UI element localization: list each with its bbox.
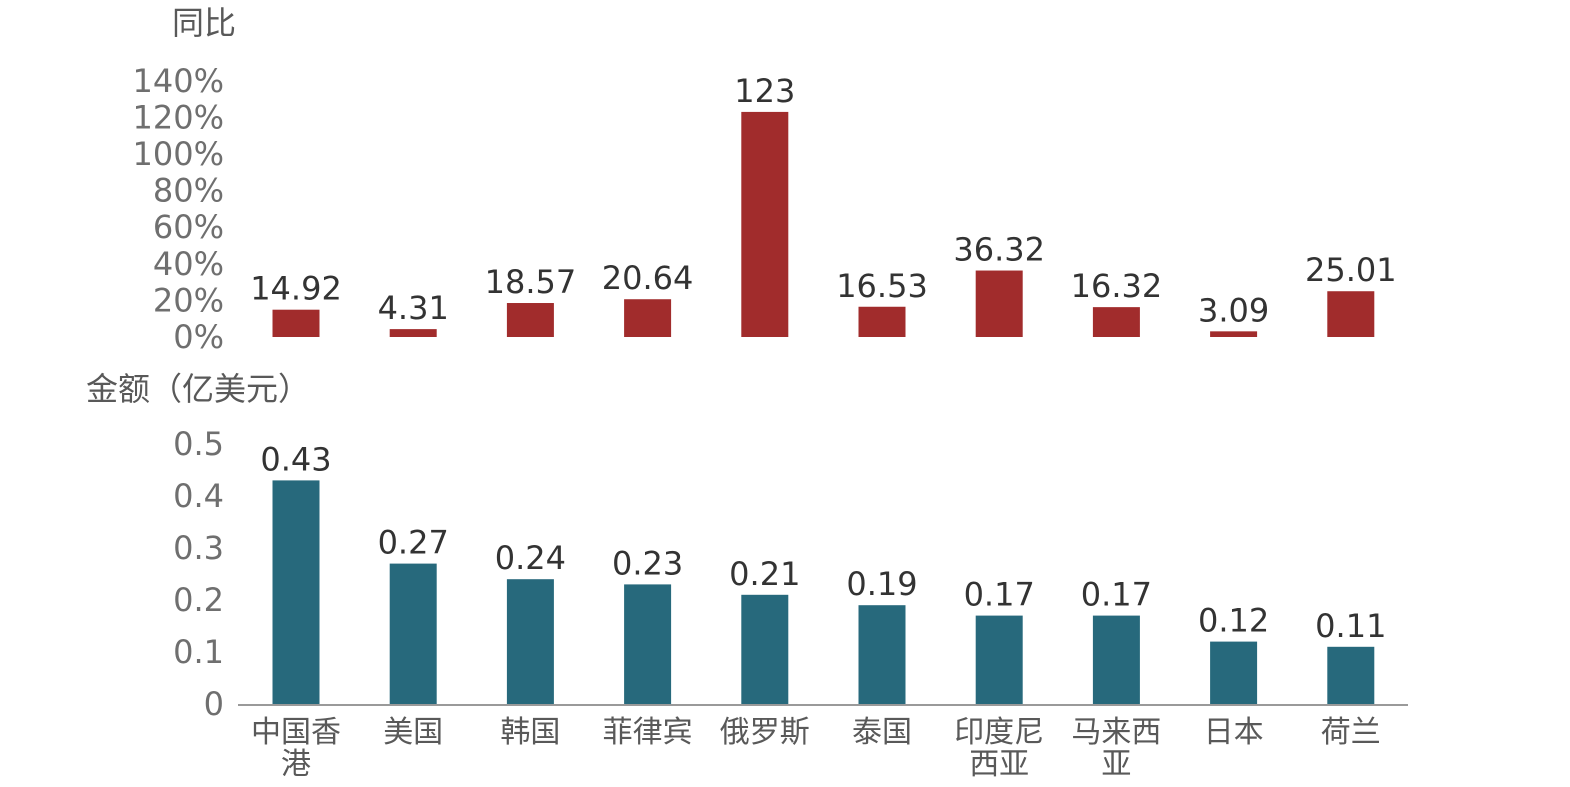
x-category-label-line: 泰国 <box>852 715 912 750</box>
yoy-bar <box>975 270 1023 337</box>
amount-y-tick-label: 0.5 <box>173 425 224 463</box>
amount-data-label: 0.17 <box>964 576 1035 614</box>
yoy-bar <box>389 329 437 337</box>
yoy-data-label: 3.09 <box>1198 291 1269 329</box>
yoy-y-tick-label: 100% <box>133 135 224 173</box>
amount-y-tick-label: 0.3 <box>173 529 224 567</box>
yoy-data-label: 16.53 <box>836 267 928 305</box>
x-category-label-line: 韩国 <box>500 715 560 750</box>
yoy-data-label: 18.57 <box>485 263 577 301</box>
yoy-bar <box>506 303 554 337</box>
x-category-label-line: 日本 <box>1204 715 1264 750</box>
x-category-label-line: 港 <box>281 747 311 782</box>
amount-bar <box>1327 646 1375 704</box>
amount-y-tick-label: 0.1 <box>173 633 224 671</box>
x-category-label-line: 中国香 <box>251 715 341 750</box>
yoy-y-tick-label: 80% <box>153 172 224 210</box>
amount-data-label: 0.21 <box>729 555 800 593</box>
amount-data-label: 0.19 <box>846 565 917 603</box>
x-category-label: 日本 <box>1204 715 1264 750</box>
x-category-label-line: 美国 <box>383 715 443 750</box>
x-category-label: 韩国 <box>500 715 560 750</box>
amount-y-tick-label: 0.2 <box>173 581 224 619</box>
top-y-axis-title: 同比 <box>172 4 236 42</box>
yoy-bar <box>1092 307 1140 337</box>
x-category-label: 俄罗斯 <box>720 715 810 750</box>
yoy-bar <box>858 306 906 337</box>
x-category-label: 荷兰 <box>1321 715 1381 750</box>
amount-bar <box>389 563 437 704</box>
yoy-data-label: 14.92 <box>250 270 342 308</box>
x-category-label: 泰国 <box>852 715 912 750</box>
x-category-label-line: 印度尼 <box>954 715 1044 750</box>
yoy-data-label: 36.32 <box>953 231 1045 269</box>
yoy-data-label: 25.01 <box>1305 251 1397 289</box>
yoy-data-label: 123 <box>734 72 795 110</box>
yoy-data-label: 4.31 <box>378 289 449 327</box>
amount-data-label: 0.12 <box>1198 602 1269 640</box>
amount-data-label: 0.17 <box>1081 576 1152 614</box>
x-category-label-line: 亚 <box>1101 747 1131 782</box>
x-category-label-line: 菲律宾 <box>603 715 693 750</box>
x-category-label-line: 西亚 <box>969 747 1029 782</box>
amount-bar <box>741 594 789 704</box>
x-category-label: 菲律宾 <box>603 715 693 750</box>
amount-data-label: 0.24 <box>495 539 566 577</box>
yoy-y-tick-label: 40% <box>153 245 224 283</box>
amount-bar <box>975 615 1023 704</box>
amount-y-tick-label: 0 <box>204 685 224 723</box>
x-category-label: 马来西亚 <box>1071 715 1161 782</box>
amount-y-tick-label: 0.4 <box>173 477 224 515</box>
yoy-bar <box>1327 291 1375 337</box>
amount-data-label: 0.23 <box>612 544 683 582</box>
yoy-bar <box>624 299 672 337</box>
amount-bar <box>858 605 906 704</box>
x-category-label: 美国 <box>383 715 443 750</box>
amount-bar <box>272 480 320 704</box>
amount-bar <box>506 579 554 704</box>
yoy-y-tick-label: 120% <box>133 98 224 136</box>
yoy-bar <box>1210 331 1258 337</box>
yoy-y-tick-label: 20% <box>153 281 224 319</box>
bottom-y-axis-title: 金额（亿美元） <box>86 370 310 408</box>
yoy-data-label: 20.64 <box>602 259 694 297</box>
amount-bar <box>624 584 672 704</box>
x-category-label: 中国香港 <box>251 715 341 782</box>
yoy-y-tick-label: 60% <box>153 208 224 246</box>
amount-bar <box>1210 641 1258 704</box>
amount-data-label: 0.43 <box>260 440 331 478</box>
yoy-data-label: 16.32 <box>1071 267 1163 305</box>
yoy-bar <box>741 111 789 337</box>
yoy-bar <box>272 309 320 337</box>
x-category-label-line: 马来西 <box>1071 715 1161 750</box>
x-category-label: 印度尼西亚 <box>954 715 1044 782</box>
amount-data-label: 0.11 <box>1315 607 1386 645</box>
amount-data-label: 0.27 <box>378 524 449 562</box>
amount-bar <box>1092 615 1140 704</box>
yoy-y-tick-label: 140% <box>133 62 224 100</box>
x-category-label-line: 荷兰 <box>1321 715 1381 750</box>
x-category-label-line: 俄罗斯 <box>720 715 810 750</box>
yoy-y-tick-label: 0% <box>173 318 224 356</box>
